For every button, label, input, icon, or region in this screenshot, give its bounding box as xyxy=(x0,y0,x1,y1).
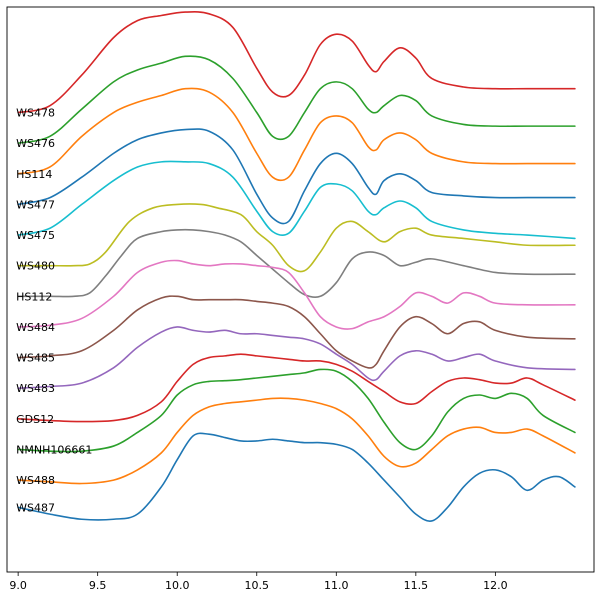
series-label-nmnh106661: NMNH106661 xyxy=(16,443,92,456)
x-tick-label: 9.0 xyxy=(9,579,27,592)
x-tick-label: 9.5 xyxy=(89,579,107,592)
x-axis-ticks: 9.0 9.5 10.0 10.5 11.0 11.5 12.0 xyxy=(9,572,508,592)
series-label-ws487: WS487 xyxy=(16,501,55,514)
series-label-ws477: WS477 xyxy=(16,198,55,211)
series-label-gds12: GDS12 xyxy=(16,413,54,426)
series-line-hs112 xyxy=(17,228,576,299)
x-tick-label: 11.0 xyxy=(324,579,349,592)
series-line-ws487 xyxy=(17,432,576,522)
series-label-ws478: WS478 xyxy=(16,107,55,120)
x-tick-label: 12.0 xyxy=(483,579,508,592)
series-line-hs114 xyxy=(17,87,576,182)
series-line-nmnh106661 xyxy=(17,368,576,453)
series-line-ws484 xyxy=(17,259,576,330)
series-label-ws476: WS476 xyxy=(16,137,55,150)
series-label-hs112: HS112 xyxy=(16,290,52,303)
series-label-ws483: WS483 xyxy=(16,382,55,395)
series-label-ws488: WS488 xyxy=(16,474,55,487)
x-tick-label: 10.5 xyxy=(245,579,270,592)
x-tick-label: 11.5 xyxy=(404,579,429,592)
series-lines xyxy=(17,11,576,522)
series-line-ws477 xyxy=(17,128,576,225)
series-line-ws485 xyxy=(17,295,576,369)
plot-frame xyxy=(6,6,595,573)
series-line-gds12 xyxy=(17,353,576,423)
series-line-ws475 xyxy=(17,160,576,240)
series-line-ws483 xyxy=(17,326,576,389)
series-labels: WS478 WS476 HS114 WS477 WS475 WS480 HS112 WS484… xyxy=(16,107,92,515)
series-label-ws484: WS484 xyxy=(16,321,55,334)
series-label-hs114: HS114 xyxy=(16,168,52,181)
series-line-ws488 xyxy=(17,397,576,485)
series-line-ws480 xyxy=(17,203,576,273)
series-line-ws476 xyxy=(17,55,576,144)
series-label-ws485: WS485 xyxy=(16,352,55,365)
series-label-ws475: WS475 xyxy=(16,229,55,242)
series-line-ws478 xyxy=(17,11,576,114)
x-tick-label: 10.0 xyxy=(165,579,190,592)
series-label-ws480: WS480 xyxy=(16,260,55,273)
